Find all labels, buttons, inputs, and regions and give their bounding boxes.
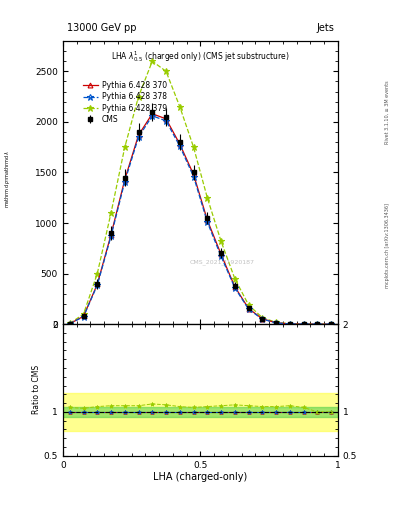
- Pythia 6.428 378: [164, 118, 169, 124]
- Pythia 6.428 378: [123, 179, 127, 185]
- Pythia 6.428 370: [233, 284, 237, 290]
- Pythia 6.428 378: [136, 134, 141, 140]
- Pythia 6.428 379: [191, 144, 196, 150]
- Line: Pythia 6.428 370: Pythia 6.428 370: [67, 111, 334, 327]
- X-axis label: LHA (charged-only): LHA (charged-only): [153, 472, 248, 482]
- Text: LHA $\lambda^{1}_{0.5}$ (charged only) (CMS jet substructure): LHA $\lambda^{1}_{0.5}$ (charged only) (…: [111, 50, 290, 65]
- Pythia 6.428 370: [108, 231, 114, 238]
- Pythia 6.428 370: [136, 132, 141, 138]
- Pythia 6.428 370: [315, 321, 320, 327]
- Pythia 6.428 370: [274, 319, 279, 326]
- Pythia 6.428 370: [81, 313, 86, 319]
- Pythia 6.428 378: [205, 219, 210, 225]
- Pythia 6.428 378: [191, 174, 196, 180]
- Pythia 6.428 370: [301, 321, 306, 327]
- Pythia 6.428 379: [108, 210, 114, 216]
- Pythia 6.428 379: [288, 321, 292, 327]
- Pythia 6.428 378: [260, 316, 265, 322]
- Pythia 6.428 370: [123, 177, 127, 183]
- Pythia 6.428 378: [246, 306, 251, 312]
- Pythia 6.428 379: [150, 58, 155, 65]
- Pythia 6.428 378: [233, 285, 237, 291]
- Pythia 6.428 370: [205, 217, 210, 223]
- Pythia 6.428 370: [178, 141, 182, 147]
- Pythia 6.428 379: [205, 195, 210, 201]
- Pythia 6.428 379: [315, 321, 320, 327]
- Pythia 6.428 379: [329, 321, 334, 327]
- Pythia 6.428 379: [81, 311, 86, 317]
- Pythia 6.428 378: [315, 321, 320, 327]
- Pythia 6.428 370: [288, 321, 292, 327]
- Pythia 6.428 379: [178, 103, 182, 110]
- Pythia 6.428 378: [219, 253, 223, 260]
- Pythia 6.428 370: [246, 306, 251, 312]
- Pythia 6.428 379: [260, 314, 265, 321]
- Pythia 6.428 370: [164, 116, 169, 122]
- Pythia 6.428 379: [274, 319, 279, 326]
- Text: 13000 GeV pp: 13000 GeV pp: [67, 23, 136, 33]
- Pythia 6.428 378: [81, 313, 86, 319]
- Pythia 6.428 370: [95, 281, 100, 287]
- Pythia 6.428 370: [219, 251, 223, 258]
- Line: Pythia 6.428 378: Pythia 6.428 378: [67, 113, 334, 327]
- Pythia 6.428 379: [233, 275, 237, 282]
- Pythia 6.428 378: [95, 282, 100, 288]
- Y-axis label: Ratio to CMS: Ratio to CMS: [32, 366, 41, 415]
- Pythia 6.428 378: [68, 321, 72, 327]
- Pythia 6.428 378: [288, 321, 292, 327]
- Text: Rivet 3.1.10, ≥ 3M events: Rivet 3.1.10, ≥ 3M events: [385, 81, 389, 144]
- Pythia 6.428 379: [123, 144, 127, 150]
- Pythia 6.428 379: [301, 321, 306, 327]
- Pythia 6.428 370: [329, 321, 334, 327]
- Pythia 6.428 379: [95, 270, 100, 276]
- Pythia 6.428 378: [301, 321, 306, 327]
- Pythia 6.428 379: [219, 238, 223, 244]
- Pythia 6.428 378: [274, 320, 279, 326]
- Text: Jets: Jets: [316, 23, 334, 33]
- Pythia 6.428 379: [136, 94, 141, 100]
- Pythia 6.428 378: [108, 233, 114, 239]
- Text: CMS_2021_I1920187: CMS_2021_I1920187: [190, 259, 255, 265]
- Pythia 6.428 379: [68, 321, 72, 327]
- Pythia 6.428 370: [260, 316, 265, 322]
- Text: $\mathrm{mathrm\,d}^{2}N$
$\mathrm{mathrm\,d}\,p_\mathrm{T}\mathrm{mathrm\,d}\,\: $\mathrm{mathrm\,d}^{2}N$ $\mathrm{mathr…: [0, 150, 12, 208]
- Pythia 6.428 378: [329, 321, 334, 327]
- Text: mcplots.cern.ch [arXiv:1306.3436]: mcplots.cern.ch [arXiv:1306.3436]: [385, 203, 389, 288]
- Pythia 6.428 370: [191, 172, 196, 178]
- Line: Pythia 6.428 379: Pythia 6.428 379: [67, 58, 334, 327]
- Pythia 6.428 378: [178, 143, 182, 149]
- Pythia 6.428 379: [164, 68, 169, 74]
- Pythia 6.428 370: [150, 111, 155, 117]
- Legend: Pythia 6.428 370, Pythia 6.428 378, Pythia 6.428 379, CMS: Pythia 6.428 370, Pythia 6.428 378, Pyth…: [81, 79, 169, 126]
- Pythia 6.428 379: [246, 302, 251, 308]
- Pythia 6.428 378: [150, 113, 155, 119]
- Pythia 6.428 370: [68, 321, 72, 327]
